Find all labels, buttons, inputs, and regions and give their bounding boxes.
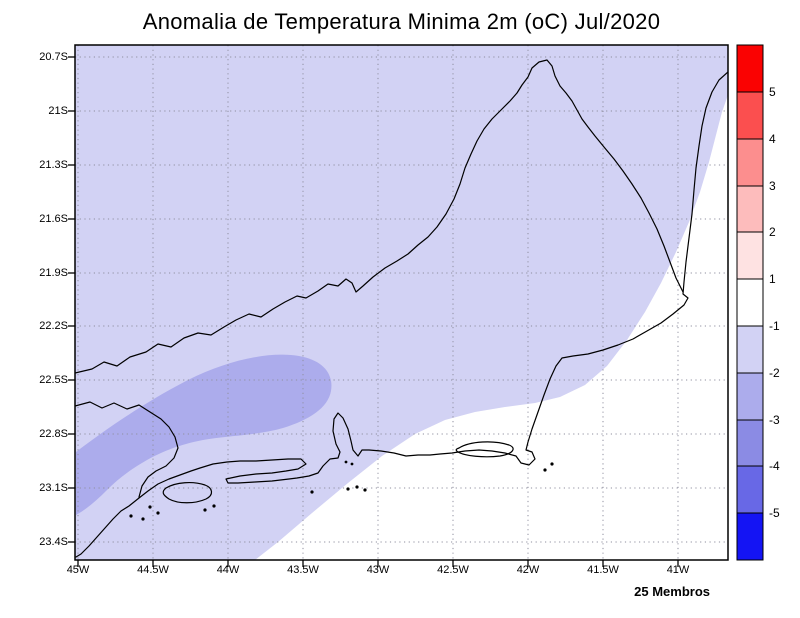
lat-tick-label: 21.3S [39, 159, 68, 171]
colorbar-segment [736, 138, 764, 187]
colorbar-label: 1 [769, 272, 776, 286]
chart-title: Anomalia de Temperatura Minima 2m (oC) J… [142, 9, 661, 34]
lat-tick-label: 22.5S [39, 374, 68, 386]
graticule-grid [75, 45, 728, 560]
colorbar-label: -4 [769, 459, 780, 473]
lat-tick-label: 22.2S [39, 320, 68, 332]
lon-tick-label: 41W [666, 564, 690, 576]
lat-tick-label: 21.6S [39, 213, 68, 225]
lon-tick-label: 41.5W [587, 564, 619, 576]
colorbar-label: -1 [769, 319, 780, 333]
colorbar-label: 3 [769, 179, 776, 193]
colorbar-segment [736, 325, 764, 374]
colorbar-segment [736, 278, 764, 327]
colorbar-label: 5 [769, 85, 776, 99]
colorbar-segment [736, 231, 764, 280]
geography-lines [75, 59, 728, 558]
colorbar-label: -2 [769, 366, 780, 380]
lon-tick-label: 45W [66, 564, 90, 576]
colorbar-segment [736, 372, 764, 421]
lat-tick-label: 23.1S [39, 482, 68, 494]
axis-tick-marks [68, 56, 679, 567]
lat-tick-label: 23.4S [39, 536, 68, 548]
anomaly-shading [75, 45, 728, 560]
colorbar-label: -3 [769, 413, 780, 427]
lat-tick-label: 21S [48, 105, 68, 117]
colorbar-segment [736, 512, 764, 561]
lon-tick-label: 42W [516, 564, 540, 576]
state-border-north-path [75, 59, 684, 374]
lat-tick-label: 21.9S [39, 267, 68, 279]
colorbar-segment [736, 419, 764, 467]
islet-dots [129, 460, 554, 521]
lon-tick-label: 42.5W [437, 564, 469, 576]
coastline-path [75, 71, 728, 558]
island-ilha-grande-path [162, 482, 213, 504]
colorbar-segment [736, 91, 764, 140]
colorbar [736, 44, 764, 561]
plot-frame [74, 44, 729, 561]
lon-tick-label: 43.5W [287, 564, 319, 576]
members-note: 25 Membros [634, 584, 710, 599]
colorbar-label: 2 [769, 225, 776, 239]
lat-tick-label: 22.8S [39, 428, 68, 440]
state-border-south-path [75, 401, 179, 498]
lon-tick-label: 43W [366, 564, 390, 576]
colorbar-label: -5 [769, 506, 780, 520]
colorbar-label: 4 [769, 132, 776, 146]
lagoon-outline-path [455, 441, 514, 458]
lat-tick-label: 20.7S [39, 51, 68, 63]
lon-tick-label: 44W [216, 564, 240, 576]
colorbar-segment [736, 465, 764, 514]
shading-minus2-minus3 [76, 354, 332, 515]
lon-tick-label: 44.5W [137, 564, 169, 576]
colorbar-segment [736, 185, 764, 233]
shading-minus1-minus2 [75, 45, 728, 560]
colorbar-segment [736, 44, 764, 93]
